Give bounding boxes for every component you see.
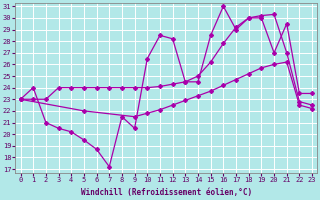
X-axis label: Windchill (Refroidissement éolien,°C): Windchill (Refroidissement éolien,°C) <box>81 188 252 197</box>
